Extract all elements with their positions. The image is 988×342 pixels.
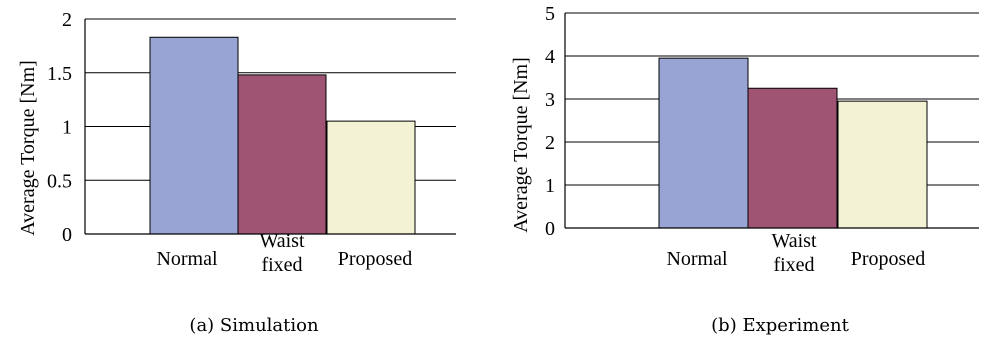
y-tick-label: 2 (62, 9, 72, 31)
panel-experiment: 0 1 2 3 4 5 Normal Waist fixed Proposed Average To… (510, 3, 979, 336)
bar-waist-fixed (237, 74, 327, 235)
y-tick-label: 0.5 (47, 170, 72, 192)
category-label-normal: Normal (666, 248, 728, 270)
category-label-proposed: Proposed (338, 248, 412, 270)
y-tick-label: 1.5 (47, 63, 72, 85)
bar-proposed (326, 120, 416, 235)
y-axis-label: Average Torque [Nm] (510, 57, 532, 233)
y-tick-label: 5 (545, 3, 555, 25)
y-axis-label: Average Torque [Nm] (17, 60, 39, 236)
y-tick-label: 1 (62, 117, 72, 139)
y-tick-label: 0 (545, 218, 555, 240)
y-tick-label: 3 (545, 89, 555, 111)
bar-normal (658, 57, 749, 229)
bar-waist-fixed (747, 87, 838, 229)
panel-caption: (b) Experiment (711, 315, 849, 336)
y-tick-label: 2 (545, 132, 555, 154)
bar-normal (149, 36, 239, 235)
category-label-waist-fixed: Waist fixed (771, 230, 816, 276)
y-tick-label: 4 (545, 46, 555, 68)
panel-caption: (a) Simulation (189, 315, 319, 336)
y-tick-label: 0 (62, 224, 72, 246)
category-label-normal: Normal (156, 248, 218, 270)
category-label-waist-fixed: Waist fixed (259, 230, 304, 276)
panel-simulation: 0 0.5 1 1.5 2 Normal Waist fixed Proposed Average… (17, 9, 456, 336)
y-tick-label: 1 (545, 175, 555, 197)
category-label-proposed: Proposed (851, 248, 925, 270)
bar-proposed (837, 100, 928, 229)
